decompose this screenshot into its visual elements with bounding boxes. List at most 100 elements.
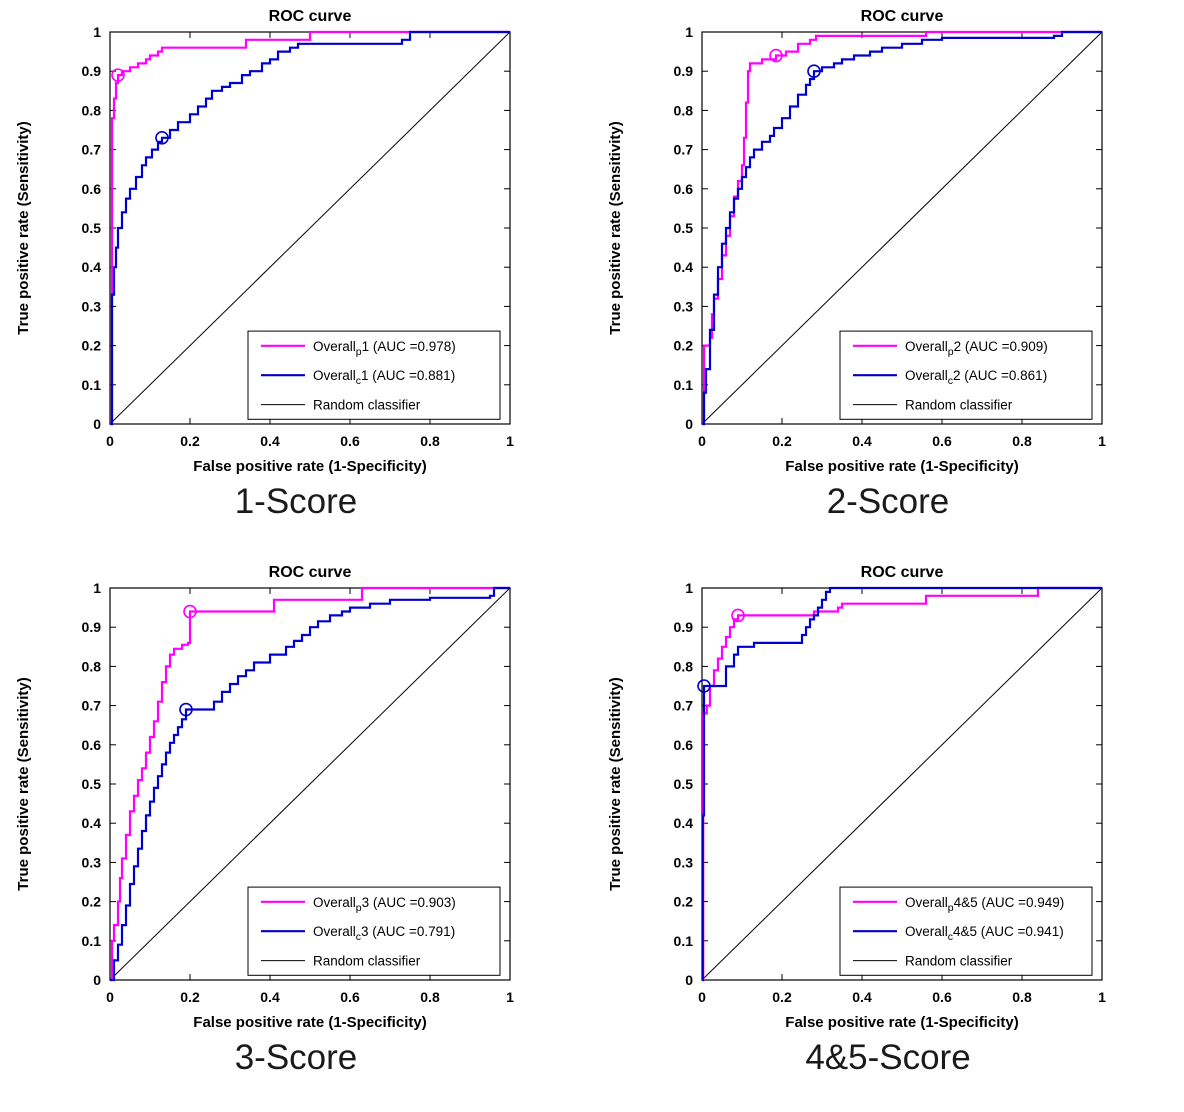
x-tick-label: 1 [506, 989, 514, 1005]
y-tick-label: 0.6 [82, 737, 102, 753]
operating-point-p2 [769, 48, 783, 63]
x-tick-label: 0 [106, 989, 114, 1005]
y-tick-label: 0.2 [674, 338, 694, 354]
y-tick-label: 0.3 [82, 298, 102, 314]
y-axis-label: True positive rate (Sensitivity) [15, 121, 32, 334]
x-tick-label: 1 [1098, 989, 1106, 1005]
chart-title: ROC curve [269, 8, 352, 25]
legend-label: Overallp4&5 (AUC =0.949) [905, 895, 1064, 914]
x-tick-label: 0.2 [180, 989, 200, 1005]
y-tick-label: 0.5 [82, 776, 102, 792]
y-tick-label: 0.3 [674, 298, 694, 314]
legend-label: Random classifier [313, 398, 421, 413]
roc-chart-3-score: 0 0.2 0.4 0.6 0.8 1 0 0.1 0.2 0.3 0.4 0.5 0.6 0.7 0.8 0… [15, 564, 514, 1030]
x-tick-label: 1 [1098, 433, 1106, 449]
x-tick-label: 0.8 [420, 989, 440, 1005]
x-axis-label: False positive rate (1-Specificity) [193, 458, 426, 474]
operating-point-c1 [155, 131, 169, 145]
roc-curve-c3 [110, 586, 510, 982]
y-tick-label: 1 [93, 24, 101, 40]
x-tick-label: 0.6 [340, 989, 360, 1005]
operating-point-c45 [697, 679, 711, 693]
chart-title: ROC curve [861, 564, 944, 581]
x-tick-label: 0.8 [1012, 433, 1032, 449]
chart-caption-4and5-score: 4&5-Score [805, 1038, 971, 1077]
x-tick-label: 0.4 [852, 433, 872, 449]
y-tick-label: 0.9 [82, 619, 102, 635]
random-classifier-line [109, 587, 511, 981]
y-tick-label: 0.6 [674, 181, 694, 197]
legend-label: Overallp2 (AUC =0.909) [905, 339, 1048, 358]
y-tick-label: 0.7 [82, 698, 102, 714]
operating-point-p3 [183, 604, 197, 619]
x-tick-label: 0.4 [260, 989, 280, 1005]
y-tick-label: 0.1 [82, 377, 102, 393]
y-tick-label: 0.6 [674, 737, 694, 753]
y-tick-label: 0.2 [674, 894, 694, 910]
x-tick-label: 0.6 [340, 433, 360, 449]
y-tick-label: 0.5 [674, 220, 694, 236]
y-tick-label: 0.8 [82, 102, 102, 118]
roc-curve-p1 [110, 30, 510, 426]
y-tick-label: 0 [685, 416, 693, 432]
y-tick-label: 1 [685, 580, 693, 596]
y-tick-label: 0.8 [674, 658, 694, 674]
y-tick-label: 0.7 [82, 142, 102, 158]
y-tick-label: 0.1 [674, 377, 694, 393]
y-tick-label: 0.1 [674, 933, 694, 949]
x-tick-label: 0 [698, 989, 706, 1005]
y-tick-label: 0 [685, 972, 693, 988]
y-tick-label: 0.9 [674, 63, 694, 79]
chart-cell-4and5-score: 0 0.2 0.4 0.6 0.8 1 0 0.1 0.2 0.3 0.4 0.5 0.6 0.7 0.8 0… [592, 556, 1184, 1112]
chart-caption-3-score: 3-Score [234, 1038, 358, 1077]
x-tick-label: 0.4 [260, 433, 280, 449]
random-classifier-line [109, 31, 511, 425]
operating-point-p45 [731, 608, 745, 623]
y-tick-label: 1 [93, 580, 101, 596]
y-tick-label: 0.2 [82, 338, 102, 354]
roc-curve-p45 [702, 586, 1102, 982]
chart-cell-2-score: 0 0.2 0.4 0.6 0.8 1 0 0.1 0.2 0.3 0.4 0.5 0.6 0.7 0.8 0… [592, 0, 1184, 556]
y-tick-label: 0.6 [82, 181, 102, 197]
y-tick-label: 0.4 [82, 259, 102, 275]
roc-chart-1-score: 0 0.2 0.4 0.6 0.8 1 0 0.1 0.2 0.3 0.4 0.5 0.6 0.7 0.8 0… [15, 8, 514, 474]
x-axis-label: False positive rate (1-Specificity) [785, 1014, 1018, 1030]
random-classifier-line [701, 587, 1103, 981]
y-tick-label: 0.1 [82, 933, 102, 949]
legend-label: Overallc4&5 (AUC =0.941) [905, 924, 1064, 943]
y-tick-label: 0.3 [674, 854, 694, 870]
y-tick-label: 0.4 [674, 815, 694, 831]
x-tick-label: 0.8 [1012, 989, 1032, 1005]
y-tick-label: 0.7 [674, 698, 694, 714]
x-tick-label: 1 [506, 433, 514, 449]
y-tick-label: 0.9 [82, 63, 102, 79]
y-tick-label: 0.2 [82, 894, 102, 910]
y-tick-label: 0.7 [674, 142, 694, 158]
legend-label: Overallc2 (AUC =0.861) [905, 368, 1047, 387]
x-tick-label: 0.2 [180, 433, 200, 449]
legend-label: Overallp1 (AUC =0.978) [313, 339, 456, 358]
y-tick-label: 0 [93, 416, 101, 432]
x-tick-label: 0.6 [932, 989, 952, 1005]
y-tick-label: 0.5 [82, 220, 102, 236]
x-tick-label: 0 [106, 433, 114, 449]
roc-chart-2-score: 0 0.2 0.4 0.6 0.8 1 0 0.1 0.2 0.3 0.4 0.5 0.6 0.7 0.8 0… [607, 8, 1106, 474]
operating-point-p1 [111, 68, 125, 82]
roc-curve-p3 [110, 586, 510, 982]
legend-label: Overallc1 (AUC =0.881) [313, 368, 455, 387]
roc-chart-4and5-score: 0 0.2 0.4 0.6 0.8 1 0 0.1 0.2 0.3 0.4 0.5 0.6 0.7 0.8 0… [607, 564, 1106, 1030]
y-tick-label: 1 [685, 24, 693, 40]
legend-label: Random classifier [905, 398, 1013, 413]
legend-label: Random classifier [313, 954, 421, 969]
x-tick-label: 0.2 [772, 989, 792, 1005]
y-tick-label: 0.4 [82, 815, 102, 831]
roc-curve-c2 [702, 30, 1102, 426]
legend-label: Random classifier [905, 954, 1013, 969]
x-tick-label: 0.8 [420, 433, 440, 449]
y-tick-label: 0 [93, 972, 101, 988]
chart-caption-1-score: 1-Score [234, 482, 358, 521]
y-tick-label: 0.4 [674, 259, 694, 275]
legend-label: Overallc3 (AUC =0.791) [313, 924, 455, 943]
y-tick-label: 0.8 [82, 658, 102, 674]
